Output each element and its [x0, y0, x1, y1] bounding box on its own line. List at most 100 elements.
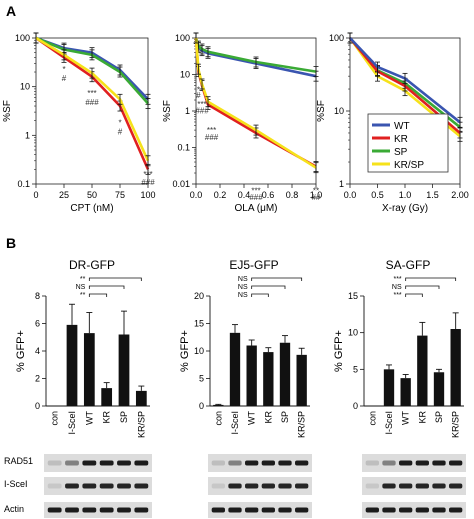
blot-band [211, 460, 225, 466]
blot-strip [362, 454, 466, 472]
x-tick-label: 0.8 [286, 190, 299, 200]
significance-bracket [405, 293, 423, 297]
blot-band [99, 460, 114, 466]
significance-bracket [405, 277, 457, 281]
blot-band [99, 483, 114, 489]
blot-band [65, 460, 79, 466]
category-label: WT [84, 411, 94, 425]
y-axis-label: %SF [2, 100, 13, 122]
bar-sp [279, 342, 291, 406]
y-tick-label: 10 [194, 346, 204, 356]
y-tick-label: 15 [194, 319, 204, 329]
y-tick-label: 100 [175, 33, 190, 43]
category-label: SP [434, 411, 444, 423]
blot-band [432, 507, 446, 513]
significance-bracket [251, 277, 303, 281]
blot-band [134, 460, 149, 466]
significance-mark: *** [251, 186, 260, 195]
bar-wt [400, 378, 411, 406]
significance-label: NS [238, 284, 248, 291]
xray-survival-plot: 1 10 100 0.0 0.5 1.0 1.5 2.00 X-ray (Gy) %SF [316, 32, 469, 214]
x-tick-label: 100 [140, 190, 155, 200]
y-tick-label: 100 [15, 33, 30, 43]
category-label: KR [102, 411, 112, 424]
blot-band [99, 507, 114, 513]
blot-band [295, 460, 309, 466]
category-label: con [213, 411, 223, 426]
y-tick-label: 5 [199, 374, 204, 384]
blot-band [365, 507, 379, 513]
bar-krsp [135, 390, 147, 406]
series-line-wt [349, 37, 461, 124]
y-axis-label: %SF [162, 100, 173, 122]
bar-kr [101, 388, 113, 406]
x-tick-label: 1.0 [399, 190, 412, 200]
y-tick-label: 1 [339, 179, 344, 189]
y-axis-label: % GFP+ [333, 330, 345, 372]
sa-gfp-bar-chart: SA-GFP 0 5 10 15 % GFP+ con I-SceI WT KR SP KR/SP **… [333, 258, 464, 438]
blot-band [415, 460, 429, 466]
category-label: KR/SP [136, 411, 146, 438]
legend: WT KR SP KR/SP [367, 113, 449, 173]
x-tick-label: 0.0 [190, 190, 203, 200]
x-axis-label: CPT (nM) [70, 203, 113, 214]
x-tick-label: 1.5 [426, 190, 439, 200]
blot-band [134, 483, 149, 489]
chart-title: EJ5-GFP [229, 258, 278, 272]
blot-band [432, 483, 446, 489]
bar-krsp [450, 329, 461, 406]
blot-band [65, 483, 79, 489]
blot-band [399, 460, 413, 466]
blot-label-rad51: RAD51 [4, 456, 33, 466]
significance-mark: ## [312, 193, 321, 202]
category-label: SP [280, 411, 290, 423]
blot-band [399, 507, 413, 513]
bar-wt [83, 333, 95, 406]
y-tick-label: 8 [35, 291, 40, 301]
category-label: KR [417, 411, 427, 424]
significance-label: NS [76, 284, 86, 291]
blot-band [432, 460, 446, 466]
blot-band [278, 460, 292, 466]
legend-label-kr: KR [394, 134, 408, 145]
blot-band [245, 483, 259, 489]
x-tick-label: 0.4 [238, 190, 251, 200]
blot-band [449, 507, 463, 513]
blot-band [295, 483, 309, 489]
blot-band [261, 460, 275, 466]
bar-con [213, 404, 224, 406]
category-label: con [367, 411, 377, 426]
x-tick-label: 0 [33, 190, 38, 200]
blot-band [211, 507, 225, 513]
y-tick-label: 0 [353, 401, 358, 411]
bar-kr [417, 335, 428, 406]
significance-mark: # [118, 127, 123, 136]
significance-mark: * [62, 65, 65, 74]
y-tick-label: 0.1 [17, 179, 30, 189]
blot-band [47, 507, 62, 513]
category-label: I-SceI [230, 411, 240, 435]
blot-band [365, 460, 379, 466]
significance-mark: ### [195, 107, 209, 116]
blot-strip [44, 502, 152, 518]
western-blots: RAD51 I-SceI Actin [4, 454, 466, 518]
y-axis-label: %SF [316, 100, 327, 122]
y-tick-label: 100 [329, 33, 344, 43]
blot-strip [208, 454, 312, 472]
category-label: KR/SP [451, 411, 461, 438]
blot-band [117, 507, 131, 513]
significance-bracket [405, 285, 440, 289]
significance-mark: *** [87, 89, 96, 98]
blot-band [211, 483, 225, 489]
y-tick-label: 0.1 [177, 143, 190, 153]
y-tick-label: 20 [194, 291, 204, 301]
ej5-gfp-bar-chart: EJ5-GFP 0 5 10 15 20 % GFP+ con I-SceI WT KR SP KR/S… [179, 258, 310, 438]
blot-band [228, 460, 242, 466]
blot-band [65, 507, 79, 513]
category-label: SP [119, 411, 129, 423]
significance-mark: * [197, 86, 200, 95]
significance-label: *** [393, 292, 401, 299]
y-tick-label: 10 [334, 106, 344, 116]
blot-band [365, 483, 379, 489]
